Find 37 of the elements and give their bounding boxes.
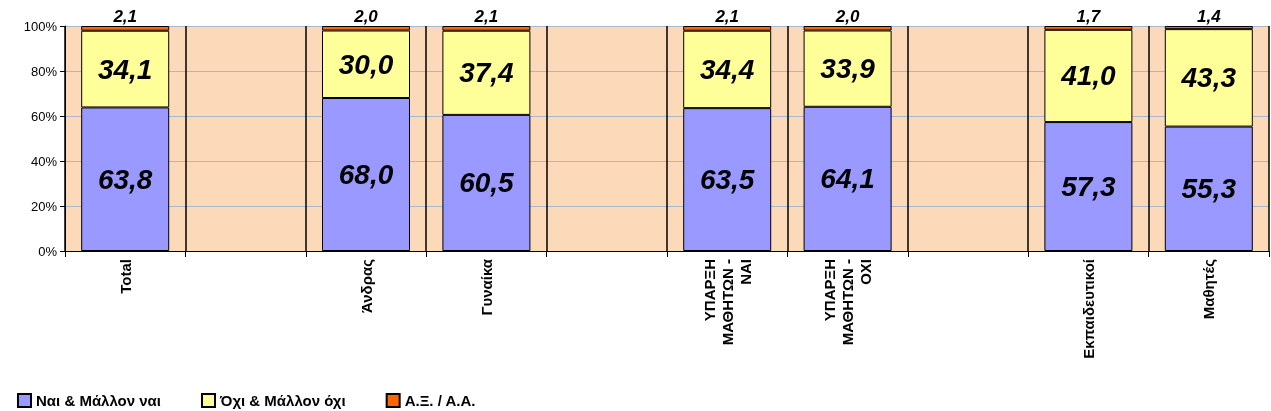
y-tick-label: 20% xyxy=(30,198,58,214)
data-label: 41,0 xyxy=(1060,60,1117,92)
data-label: 1,4 xyxy=(1196,7,1222,26)
data-label: 1,7 xyxy=(1076,7,1102,26)
data-label: 2,1 xyxy=(112,7,138,26)
data-label: 2,0 xyxy=(353,7,379,26)
data-label: 68,0 xyxy=(338,159,394,190)
data-label: 34,1 xyxy=(97,53,153,85)
data-label: 2,0 xyxy=(834,7,860,26)
data-label: 2,1 xyxy=(473,7,499,26)
legend-label: Α.Ξ. / Α.Α. xyxy=(404,392,476,409)
data-label: 34,4 xyxy=(699,53,755,85)
data-label: 57,3 xyxy=(1061,171,1117,203)
data-label: 37,4 xyxy=(459,57,515,89)
data-label: 2,1 xyxy=(714,7,740,26)
x-tick-label: Εκπαιδευτικοί xyxy=(1079,259,1097,359)
x-tick-label: Άνδρας xyxy=(357,258,375,314)
y-tick-label: 0% xyxy=(38,243,58,259)
x-tick-label: Μαθητές xyxy=(1200,258,1218,320)
legend-label: Όχι & Μάλλον όχι xyxy=(219,392,346,409)
data-label: 43,3 xyxy=(1180,62,1237,94)
data-label: 64,1 xyxy=(820,163,875,195)
y-tick-label: 40% xyxy=(30,153,58,169)
y-tick-label: 100% xyxy=(23,18,58,34)
x-tick-label: Γυναίκα xyxy=(477,258,495,316)
x-tick-label: Total xyxy=(116,259,134,294)
data-label: 55,3 xyxy=(1181,173,1237,205)
data-label: 33,9 xyxy=(820,53,876,85)
y-tick-label: 60% xyxy=(30,108,58,124)
data-label: 63,5 xyxy=(699,164,755,196)
data-label: 60,5 xyxy=(459,167,515,199)
x-tick-label: ΥΠΑΡΞΗ ΜΑΘΗΤΩΝ - ΟΧΙ xyxy=(821,259,875,346)
data-label: 63,8 xyxy=(97,163,153,195)
x-tick-label: ΥΠΑΡΞΗ ΜΑΘΗΤΩΝ - ΝΑΙ xyxy=(700,259,754,346)
legend-label: Ναι & Μάλλον ναι xyxy=(36,392,162,409)
data-label: 30,0 xyxy=(338,48,394,80)
y-tick-label: 80% xyxy=(30,63,58,79)
